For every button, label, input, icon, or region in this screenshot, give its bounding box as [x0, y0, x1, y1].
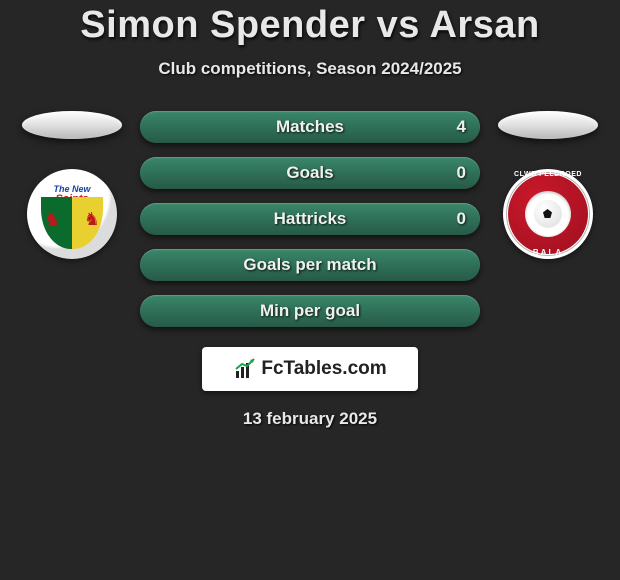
stat-row-goals: Goals 0 [140, 157, 480, 189]
stat-row-gpm: Goals per match [140, 249, 480, 281]
club-badge-left: The New Saints ♞ ♞ [27, 169, 117, 259]
player-silhouette-left [22, 111, 122, 139]
stat-label: Hattricks [274, 209, 347, 229]
stat-label: Goals per match [243, 255, 376, 275]
stat-row-mpg: Min per goal [140, 295, 480, 327]
logo-text: FcTables.com [261, 358, 386, 380]
comparison-card: Simon Spender vs Arsan Club competitions… [0, 0, 620, 429]
shield: The New Saints ♞ ♞ [41, 179, 103, 249]
football-icon [534, 200, 562, 228]
player-silhouette-right [498, 111, 598, 139]
page-title: Simon Spender vs Arsan [0, 4, 620, 47]
dragon-icon: ♞ [44, 209, 60, 230]
main-row: The New Saints ♞ ♞ Matches 4 Goals [0, 111, 620, 327]
stat-row-hattricks: Hattricks 0 [140, 203, 480, 235]
fctables-link[interactable]: FcTables.com [202, 347, 418, 391]
lion-icon: ♞ [84, 209, 100, 230]
badge-center [525, 191, 571, 237]
stats-column: Matches 4 Goals 0 Hattricks 0 Goals per … [140, 111, 480, 327]
stat-right-value: 0 [457, 163, 466, 183]
chart-icon [233, 357, 257, 381]
stat-right-value: 4 [457, 117, 466, 137]
stat-right-value: 0 [457, 209, 466, 229]
comparison-date: 13 february 2025 [0, 409, 620, 429]
right-side: CLWB PÊLDROED BALA [498, 111, 598, 259]
stat-label: Goals [286, 163, 333, 183]
stat-label: Matches [276, 117, 344, 137]
subtitle: Club competitions, Season 2024/2025 [0, 59, 620, 79]
ring-text-bottom: BALA [508, 248, 588, 257]
stat-label: Min per goal [260, 301, 360, 321]
club-badge-right: CLWB PÊLDROED BALA [503, 169, 593, 259]
left-side: The New Saints ♞ ♞ [22, 111, 122, 259]
stat-row-matches: Matches 4 [140, 111, 480, 143]
ring-text-top: CLWB PÊLDROED [508, 171, 588, 178]
